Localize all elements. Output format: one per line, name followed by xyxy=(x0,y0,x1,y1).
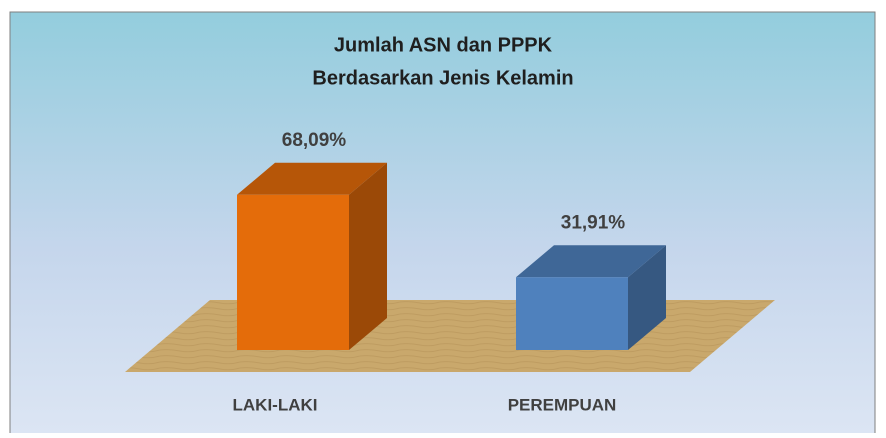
bar-front xyxy=(516,277,628,350)
bar xyxy=(516,245,666,350)
data-label: 31,91% xyxy=(561,212,626,233)
bar xyxy=(237,162,387,350)
chart-title: Berdasarkan Jenis Kelamin xyxy=(312,67,573,89)
bar-top xyxy=(237,162,387,195)
x-tick-label: PEREMPUAN xyxy=(508,395,617,414)
data-label: 68,09% xyxy=(282,130,347,151)
floor xyxy=(125,300,775,372)
bar-front xyxy=(237,194,349,350)
chart-title: Jumlah ASN dan PPPK xyxy=(334,34,553,56)
bar-side xyxy=(349,162,387,350)
x-tick-label: LAKI-LAKI xyxy=(233,395,318,414)
bar-top xyxy=(516,245,666,278)
bar-side xyxy=(628,245,666,350)
